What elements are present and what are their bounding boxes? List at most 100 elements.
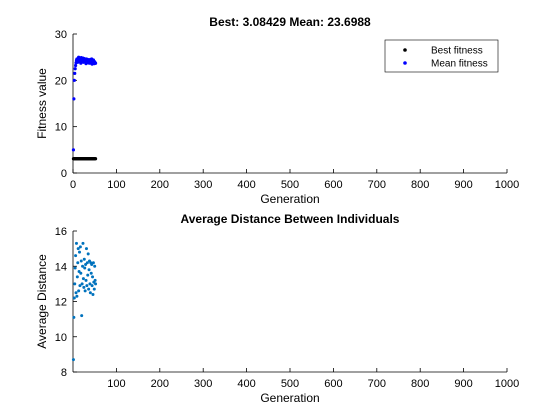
data-point bbox=[93, 157, 98, 161]
x-tick-label: 300 bbox=[194, 378, 212, 390]
data-point bbox=[84, 278, 88, 282]
x-tick-label: 400 bbox=[237, 378, 255, 390]
data-point bbox=[73, 71, 77, 75]
x-tick-label: 800 bbox=[411, 378, 429, 390]
x-tick-label: 900 bbox=[454, 179, 472, 191]
x-tick-label: 0 bbox=[70, 179, 76, 191]
y-tick-label: 10 bbox=[55, 122, 67, 134]
series-1 bbox=[71, 55, 98, 152]
x-tick-label: 200 bbox=[151, 378, 169, 390]
data-point bbox=[92, 287, 96, 291]
data-point bbox=[77, 289, 81, 293]
data-point bbox=[75, 294, 79, 298]
y-axis-label: Average Distance bbox=[35, 254, 49, 349]
data-point bbox=[71, 358, 75, 362]
chart-title: Best: 3.08429 Mean: 23.6988 bbox=[209, 15, 371, 29]
data-point bbox=[84, 247, 88, 251]
y-tick-label: 8 bbox=[61, 367, 67, 379]
data-point bbox=[73, 266, 77, 270]
x-tick-label: 500 bbox=[281, 179, 299, 191]
data-point bbox=[75, 275, 79, 279]
data-point bbox=[74, 254, 78, 258]
x-tick-label: 700 bbox=[368, 378, 386, 390]
data-point bbox=[91, 292, 95, 296]
data-point bbox=[72, 315, 76, 319]
data-point bbox=[80, 314, 84, 318]
data-point bbox=[73, 67, 77, 71]
legend-label: Best fitness bbox=[431, 46, 483, 57]
x-tick-label: 1000 bbox=[495, 378, 519, 390]
fitness-plot: 0 100 200 300 400 500 600 700 800 900 1000 0 10 20 30 B… bbox=[35, 15, 519, 206]
data-point bbox=[89, 271, 93, 275]
data-point bbox=[78, 245, 82, 249]
x-tick-label: 300 bbox=[194, 179, 212, 191]
data-point bbox=[72, 296, 76, 300]
y-tick-label: 30 bbox=[55, 29, 67, 41]
chart-title: Average Distance Between Individuals bbox=[181, 212, 400, 226]
y-tick-label: 14 bbox=[55, 261, 67, 273]
data-point bbox=[85, 284, 89, 288]
x-tick-label: 200 bbox=[151, 179, 169, 191]
data-point bbox=[78, 250, 82, 254]
data-point bbox=[86, 252, 90, 256]
data-point bbox=[72, 78, 76, 82]
y-tick-label: 16 bbox=[55, 226, 67, 238]
data-point bbox=[73, 282, 77, 286]
x-axis-label: Generation bbox=[260, 391, 319, 405]
data-point bbox=[93, 61, 98, 65]
legend-marker bbox=[403, 48, 407, 52]
data-point bbox=[93, 264, 97, 268]
data-point bbox=[90, 284, 94, 288]
data-point bbox=[74, 63, 78, 68]
y-tick-label: 10 bbox=[55, 332, 67, 344]
data-point bbox=[82, 257, 86, 261]
data-point bbox=[88, 291, 92, 295]
x-tick-label: 600 bbox=[324, 179, 342, 191]
legend-label: Mean fitness bbox=[431, 59, 488, 70]
data-point bbox=[74, 241, 78, 245]
data-point bbox=[93, 278, 97, 282]
data-point bbox=[79, 271, 83, 275]
data-point bbox=[94, 282, 98, 286]
x-tick-label: 500 bbox=[281, 378, 299, 390]
distance-plot: 100 200 300 400 500 600 700 800 900 1000 8 10 12 14 16… bbox=[35, 212, 519, 405]
y-tick-label: 0 bbox=[61, 168, 67, 180]
data-point bbox=[88, 282, 92, 286]
x-tick-label: 100 bbox=[107, 179, 125, 191]
x-tick-label: 600 bbox=[324, 378, 342, 390]
x-tick-label: 400 bbox=[237, 179, 255, 191]
y-tick-label: 20 bbox=[55, 75, 67, 87]
series-0 bbox=[71, 241, 98, 362]
y-axis-label: Fitness value bbox=[35, 68, 49, 139]
x-tick-label: 100 bbox=[107, 378, 125, 390]
data-point bbox=[72, 97, 76, 101]
data-point bbox=[83, 266, 87, 270]
data-point bbox=[91, 275, 95, 279]
data-point bbox=[85, 261, 89, 265]
x-tick-label: 900 bbox=[454, 378, 472, 390]
data-point bbox=[78, 284, 82, 288]
legend-marker bbox=[403, 61, 407, 65]
data-point bbox=[76, 261, 80, 265]
data-point bbox=[82, 285, 86, 289]
data-point bbox=[79, 259, 83, 263]
data-point bbox=[81, 277, 85, 281]
data-point bbox=[80, 282, 84, 286]
x-axis-label: Generation bbox=[260, 192, 319, 206]
data-point bbox=[81, 241, 85, 245]
legend-box bbox=[384, 39, 499, 73]
data-point bbox=[74, 291, 78, 295]
data-point bbox=[87, 268, 91, 272]
series-0 bbox=[71, 157, 98, 161]
x-tick-label: 800 bbox=[411, 179, 429, 191]
data-point bbox=[91, 261, 95, 265]
data-point bbox=[83, 289, 87, 293]
data-point bbox=[87, 287, 91, 291]
data-point bbox=[71, 148, 76, 152]
x-tick-label: 700 bbox=[368, 179, 386, 191]
y-tick-label: 12 bbox=[55, 297, 67, 309]
data-point bbox=[81, 264, 85, 268]
x-tick-label: 1000 bbox=[495, 179, 519, 191]
data-point bbox=[86, 273, 90, 277]
